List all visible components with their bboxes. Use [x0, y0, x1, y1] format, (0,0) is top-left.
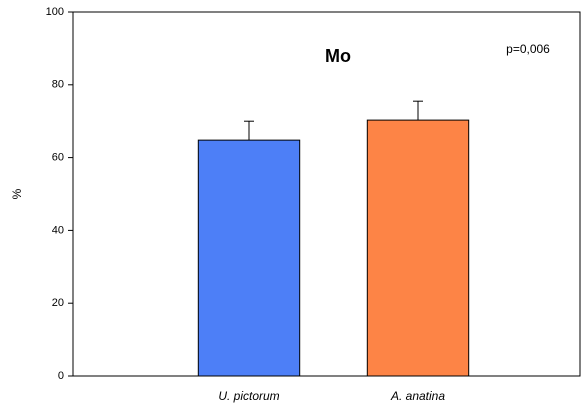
y-tick-label: 0 — [58, 370, 64, 382]
y-tick-label: 80 — [52, 79, 64, 91]
y-tick-label: 60 — [52, 152, 64, 164]
plot-frame — [72, 11, 581, 377]
x-tick-label: A. anatina — [390, 389, 445, 403]
x-tick-label: U. pictorum — [218, 389, 279, 403]
bar — [197, 139, 301, 377]
annotation: p=0,006 — [506, 42, 550, 56]
y-axis-label: % — [10, 188, 24, 199]
chart-title: Mo — [325, 46, 351, 66]
y-tick-label: 100 — [46, 6, 64, 18]
y-tick-label: 40 — [52, 224, 64, 236]
bar — [366, 119, 470, 377]
y-tick-label: 20 — [52, 297, 64, 309]
